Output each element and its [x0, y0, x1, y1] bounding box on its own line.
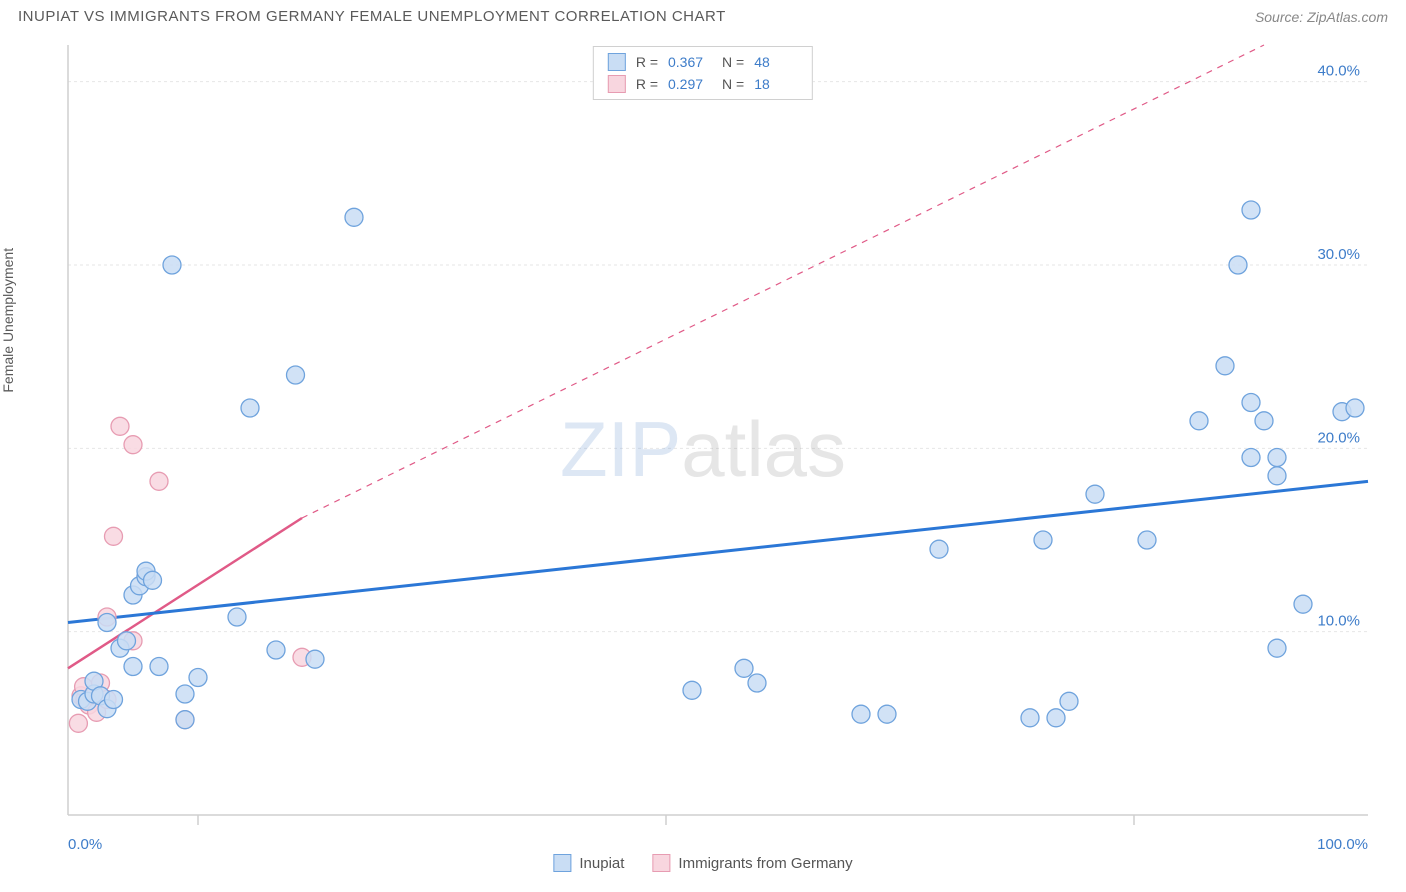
chart-header: INUPIAT VS IMMIGRANTS FROM GERMANY FEMAL… [0, 0, 1406, 25]
r-label: R = [636, 76, 658, 92]
legend-swatch-2 [652, 854, 670, 872]
svg-text:40.0%: 40.0% [1317, 63, 1360, 80]
r-value-2: 0.297 [668, 76, 712, 92]
legend-label-1: Inupiat [579, 855, 624, 872]
legend-label-2: Immigrants from Germany [678, 855, 852, 872]
svg-text:30.0%: 30.0% [1317, 246, 1360, 263]
r-value-1: 0.367 [668, 54, 712, 70]
swatch-series-1 [608, 53, 626, 71]
correlation-legend: R = 0.367 N = 48 R = 0.297 N = 18 [593, 46, 813, 100]
svg-text:100.0%: 100.0% [1317, 836, 1368, 853]
swatch-series-2 [608, 75, 626, 93]
n-value-1: 48 [754, 54, 798, 70]
n-value-2: 18 [754, 76, 798, 92]
chart-title: INUPIAT VS IMMIGRANTS FROM GERMANY FEMAL… [18, 8, 726, 25]
series-legend: Inupiat Immigrants from Germany [553, 854, 852, 872]
legend-item-2: Immigrants from Germany [652, 854, 852, 872]
n-label: N = [722, 76, 744, 92]
legend-swatch-1 [553, 854, 571, 872]
n-label: N = [722, 54, 744, 70]
source-attribution: Source: ZipAtlas.com [1255, 9, 1388, 25]
svg-text:10.0%: 10.0% [1317, 613, 1360, 630]
legend-item-1: Inupiat [553, 854, 624, 872]
svg-text:0.0%: 0.0% [68, 836, 102, 853]
y-axis-label: Female Unemployment [0, 248, 16, 393]
correlation-row-2: R = 0.297 N = 18 [594, 73, 812, 95]
r-label: R = [636, 54, 658, 70]
svg-text:20.0%: 20.0% [1317, 429, 1360, 446]
correlation-row-1: R = 0.367 N = 48 [594, 51, 812, 73]
chart-area: Female Unemployment 10.0%20.0%30.0%40.0%… [18, 40, 1388, 874]
scatter-plot-svg: 10.0% 20.0% 30.0% 40.0% 0.0% 100.0% [18, 40, 1388, 874]
